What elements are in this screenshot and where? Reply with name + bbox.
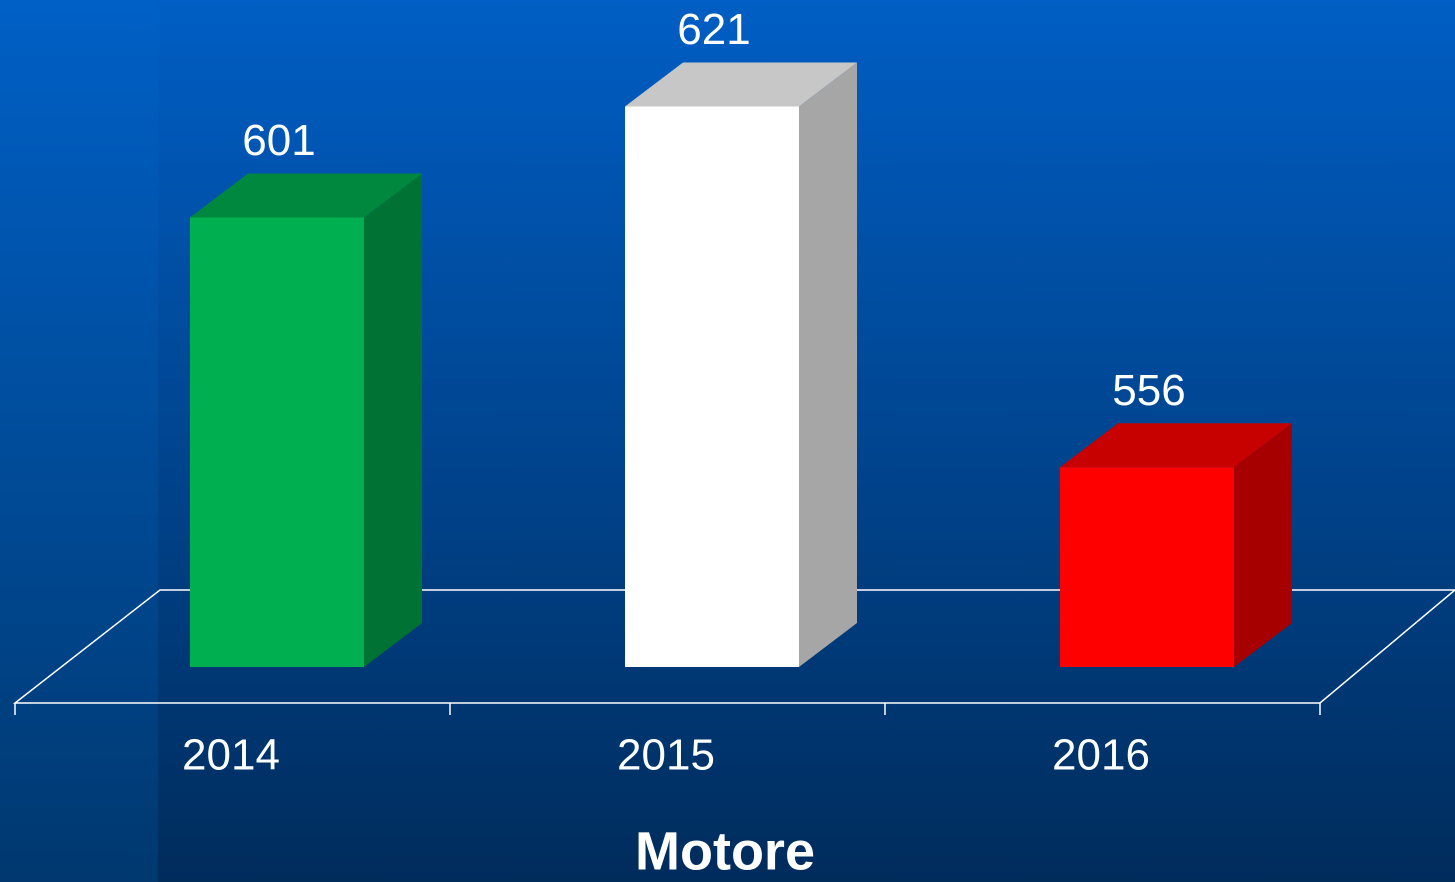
floor bbox=[12, 589, 1455, 715]
bar-side bbox=[799, 62, 857, 667]
bar-front bbox=[190, 217, 364, 667]
value-label: 601 bbox=[242, 116, 315, 165]
bar-top bbox=[625, 62, 857, 107]
bar-front bbox=[1060, 467, 1234, 667]
bar-side bbox=[364, 173, 422, 667]
bar-top bbox=[190, 173, 422, 218]
x-axis-label: Motore bbox=[635, 821, 815, 881]
bar bbox=[625, 62, 857, 667]
x-tick-label: 2016 bbox=[1052, 731, 1150, 780]
background-strip bbox=[0, 0, 158, 882]
bar-side bbox=[1234, 423, 1292, 667]
bar-front bbox=[625, 106, 799, 667]
value-label: 556 bbox=[1112, 366, 1185, 415]
bar bbox=[190, 173, 422, 667]
x-tick-label: 2015 bbox=[617, 731, 715, 780]
bar bbox=[1060, 423, 1292, 667]
bar-top bbox=[1060, 423, 1292, 468]
value-label: 621 bbox=[677, 5, 750, 54]
x-tick-label: 2014 bbox=[182, 731, 280, 780]
